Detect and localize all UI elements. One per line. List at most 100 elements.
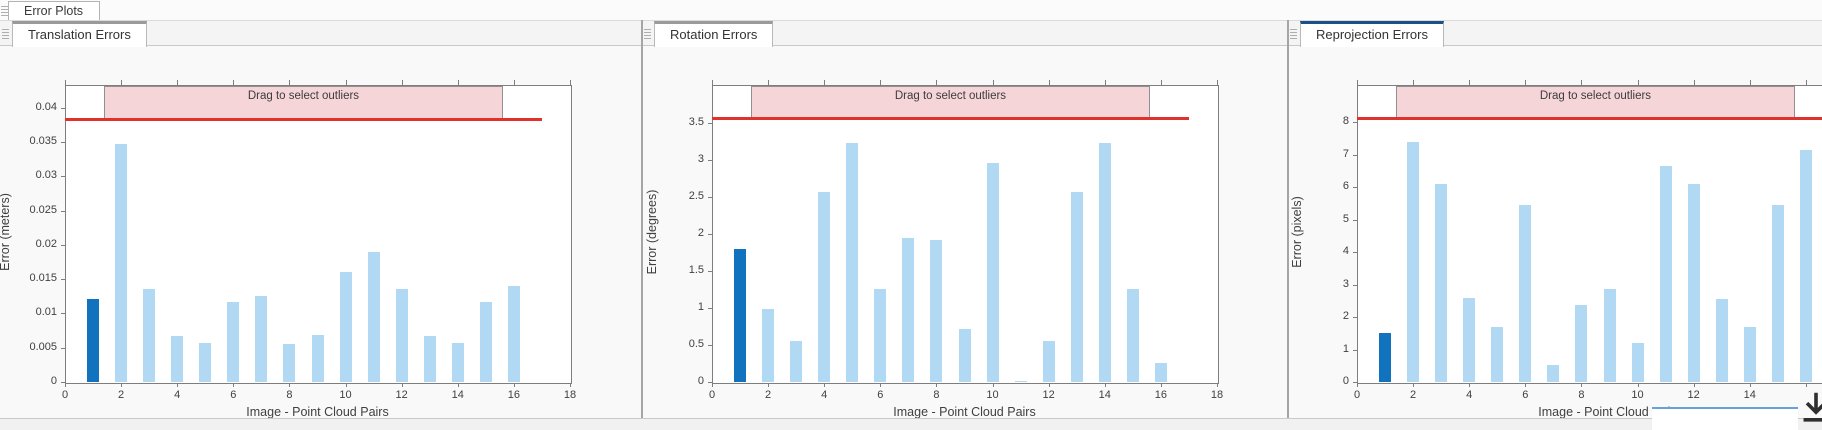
bar[interactable]: [1519, 204, 1532, 382]
bar[interactable]: [227, 301, 240, 382]
bar[interactable]: [1659, 165, 1672, 382]
x-tick-label: 0: [1353, 389, 1361, 401]
y-axis-label: Error (degrees): [645, 189, 659, 274]
bar[interactable]: [846, 142, 859, 382]
bar[interactable]: [283, 343, 296, 382]
bar[interactable]: [1687, 183, 1700, 382]
panel-divider[interactable]: [1287, 20, 1289, 418]
x-tick-label: 8: [286, 389, 293, 401]
bar[interactable]: [1715, 299, 1728, 382]
bar[interactable]: [1126, 289, 1139, 382]
bar[interactable]: [1575, 304, 1588, 382]
x-tick-label: 2: [118, 389, 125, 401]
bar[interactable]: [255, 295, 268, 382]
x-tick-label: 10: [986, 389, 999, 401]
bar[interactable]: [311, 335, 324, 382]
bar[interactable]: [958, 329, 971, 382]
y-tick-mark: [1353, 317, 1357, 318]
y-tick-mark: [1353, 219, 1357, 221]
bar[interactable]: [199, 342, 212, 382]
y-tick-mark: [708, 122, 712, 124]
bar[interactable]: [507, 285, 520, 382]
y-tick-label: 0.035: [29, 134, 57, 147]
export-download-icon[interactable]: [1799, 390, 1822, 426]
x-tick-mark: [570, 383, 571, 387]
bar[interactable]: [1547, 365, 1560, 382]
x-tick-mark: [824, 383, 826, 387]
tab-rotation-errors-label: Rotation Errors: [670, 27, 758, 42]
selected-bar[interactable]: [734, 248, 747, 382]
x-axis-label: Image - Point Cloud Pairs: [893, 405, 1036, 418]
bar[interactable]: [986, 162, 999, 382]
bar[interactable]: [423, 336, 436, 382]
bar[interactable]: [1435, 183, 1448, 382]
translation-errors-chart: Drag to select outliers 0 2 4 6 8 10 12 14 16 18 0 0…: [0, 46, 642, 418]
outlier-drag-band[interactable]: Drag to select outliers: [1396, 86, 1795, 118]
selected-bar[interactable]: [1379, 333, 1392, 382]
x-tick-mark-top: [513, 80, 515, 85]
y-tick-label: 5: [1342, 212, 1349, 225]
bar[interactable]: [115, 143, 128, 382]
bar[interactable]: [339, 271, 352, 382]
y-tick-mark: [708, 382, 712, 383]
dock-grip-icon[interactable]: [2, 27, 9, 41]
bar[interactable]: [1154, 363, 1167, 382]
dock-grip-icon[interactable]: [644, 27, 651, 41]
tab-reprojection-errors-label: Reprojection Errors: [1316, 27, 1428, 42]
bar[interactable]: [1014, 380, 1027, 382]
bar[interactable]: [1098, 142, 1111, 382]
bar[interactable]: [790, 340, 803, 382]
panel-divider[interactable]: [641, 20, 643, 418]
bar[interactable]: [1070, 192, 1083, 382]
bar[interactable]: [818, 192, 831, 382]
y-tick-label: 0: [697, 375, 704, 387]
bar[interactable]: [479, 301, 492, 382]
bar[interactable]: [367, 252, 380, 382]
y-tick-mark: [1353, 187, 1357, 189]
x-tick-mark-top: [121, 80, 123, 85]
x-tick-label: 14: [451, 389, 464, 401]
bar[interactable]: [1743, 326, 1756, 382]
x-tick-mark-top: [880, 80, 882, 85]
bar[interactable]: [143, 288, 156, 382]
x-tick-label: 10: [1631, 389, 1644, 401]
x-tick-mark: [1048, 383, 1050, 387]
x-tick-mark: [712, 383, 713, 387]
bar[interactable]: [1771, 204, 1784, 382]
bar[interactable]: [1042, 340, 1055, 382]
bar[interactable]: [1631, 343, 1644, 382]
x-tick-label: 6: [230, 389, 237, 401]
y-tick-label: 4: [1342, 245, 1349, 258]
bar[interactable]: [1799, 149, 1812, 382]
tab-translation-errors[interactable]: Translation Errors: [12, 21, 147, 47]
outlier-drag-band[interactable]: Drag to select outliers: [104, 86, 503, 120]
x-tick-mark-top: [1217, 80, 1218, 85]
outlier-drag-band[interactable]: Drag to select outliers: [751, 86, 1150, 118]
bar[interactable]: [395, 288, 408, 382]
tab-error-plots[interactable]: Error Plots: [8, 1, 101, 21]
bar[interactable]: [171, 336, 184, 382]
y-tick-mark: [61, 244, 65, 246]
bar[interactable]: [1603, 288, 1616, 382]
bar[interactable]: [930, 239, 943, 382]
x-tick-mark-top: [289, 80, 291, 85]
y-tick-mark: [61, 313, 65, 315]
x-tick-label: 2: [765, 389, 772, 401]
x-tick-mark: [1469, 383, 1471, 387]
x-tick-label: 2: [1410, 389, 1417, 401]
dock-grip-icon[interactable]: [1290, 27, 1297, 41]
bar[interactable]: [762, 309, 775, 382]
bar[interactable]: [1407, 141, 1420, 382]
bar[interactable]: [1463, 298, 1476, 382]
y-tick-label: 1.5: [688, 263, 704, 276]
tab-rotation-errors[interactable]: Rotation Errors: [654, 21, 774, 47]
x-tick-mark-top: [1805, 80, 1807, 85]
tab-reprojection-errors[interactable]: Reprojection Errors: [1300, 21, 1444, 47]
x-tick-mark-top: [177, 80, 179, 85]
selected-bar[interactable]: [87, 299, 100, 382]
bar[interactable]: [902, 237, 915, 382]
bar[interactable]: [1491, 326, 1504, 382]
bar[interactable]: [451, 342, 464, 382]
bar[interactable]: [874, 289, 887, 382]
dock-grip-icon[interactable]: [1, 4, 8, 17]
